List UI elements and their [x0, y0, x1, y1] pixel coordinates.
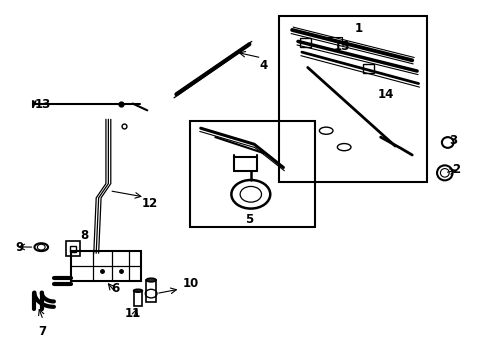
Text: 4: 4 [259, 59, 267, 72]
Text: 14: 14 [377, 88, 393, 101]
Text: 7: 7 [39, 325, 47, 338]
Text: 10: 10 [183, 277, 199, 290]
Bar [71, 251, 141, 281]
Text: 11: 11 [124, 307, 141, 320]
Text: 3: 3 [448, 134, 457, 147]
Bar [300, 38, 310, 47]
Text: 15: 15 [333, 40, 349, 53]
Text: 1: 1 [354, 22, 362, 35]
Bar [65, 242, 80, 256]
Text: 13: 13 [35, 99, 51, 112]
Text: 8: 8 [80, 229, 88, 242]
Bar [278, 16, 426, 182]
Text: 2: 2 [451, 163, 459, 176]
Text: 9: 9 [16, 241, 24, 255]
Bar [190, 121, 314, 227]
Text: 6: 6 [111, 283, 120, 296]
Bar [363, 64, 373, 73]
Text: 5: 5 [245, 213, 253, 226]
Text: 12: 12 [141, 197, 158, 210]
Bar [133, 291, 142, 306]
Bar [146, 280, 156, 302]
